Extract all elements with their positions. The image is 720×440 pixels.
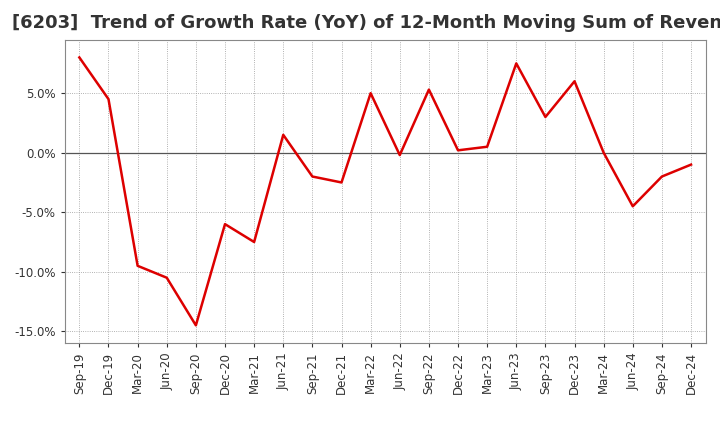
Title: [6203]  Trend of Growth Rate (YoY) of 12-Month Moving Sum of Revenues: [6203] Trend of Growth Rate (YoY) of 12-… bbox=[12, 15, 720, 33]
